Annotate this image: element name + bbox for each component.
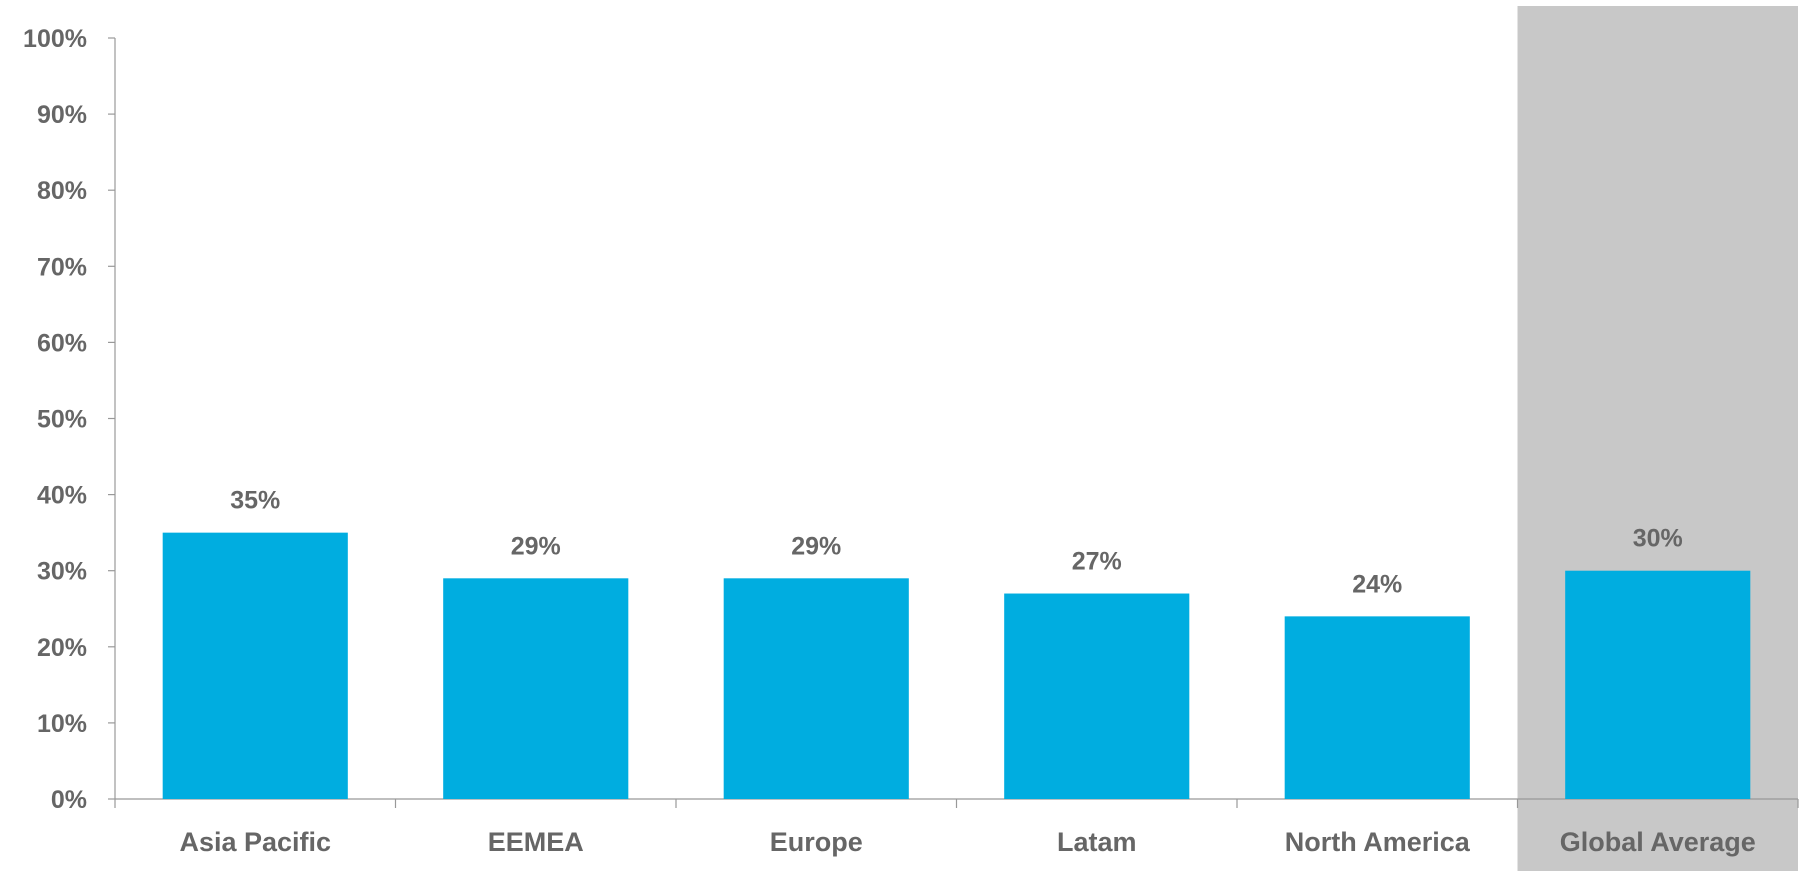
data-label: 35% <box>230 487 280 515</box>
bar <box>1284 616 1470 799</box>
y-tick-label: 10% <box>37 710 87 738</box>
bar <box>443 578 629 799</box>
data-label: 30% <box>1633 525 1683 553</box>
y-tick-label: 80% <box>37 177 87 205</box>
y-tick-label: 100% <box>23 25 87 53</box>
x-tick-label: North America <box>1285 827 1471 857</box>
y-tick-label: 90% <box>37 101 87 129</box>
y-tick-label: 60% <box>37 329 87 357</box>
data-label: 27% <box>1072 548 1122 576</box>
y-tick-label: 40% <box>37 482 87 510</box>
x-tick-label: Latam <box>1057 827 1137 857</box>
data-label: 29% <box>791 532 841 560</box>
bar <box>1565 570 1751 799</box>
bar <box>162 532 348 799</box>
data-label: 29% <box>511 532 561 560</box>
bar <box>1004 593 1190 799</box>
y-tick-label: 20% <box>37 634 87 662</box>
x-tick-label: Europe <box>770 827 863 857</box>
data-label: 24% <box>1352 570 1402 598</box>
x-tick-label: Global Average <box>1560 827 1756 857</box>
bar <box>723 578 909 799</box>
x-tick-label: Asia Pacific <box>179 827 331 857</box>
y-tick-label: 0% <box>51 786 87 814</box>
y-tick-label: 70% <box>37 253 87 281</box>
y-tick-label: 30% <box>37 558 87 586</box>
y-tick-label: 50% <box>37 406 87 434</box>
x-tick-label: EEMEA <box>488 827 584 857</box>
